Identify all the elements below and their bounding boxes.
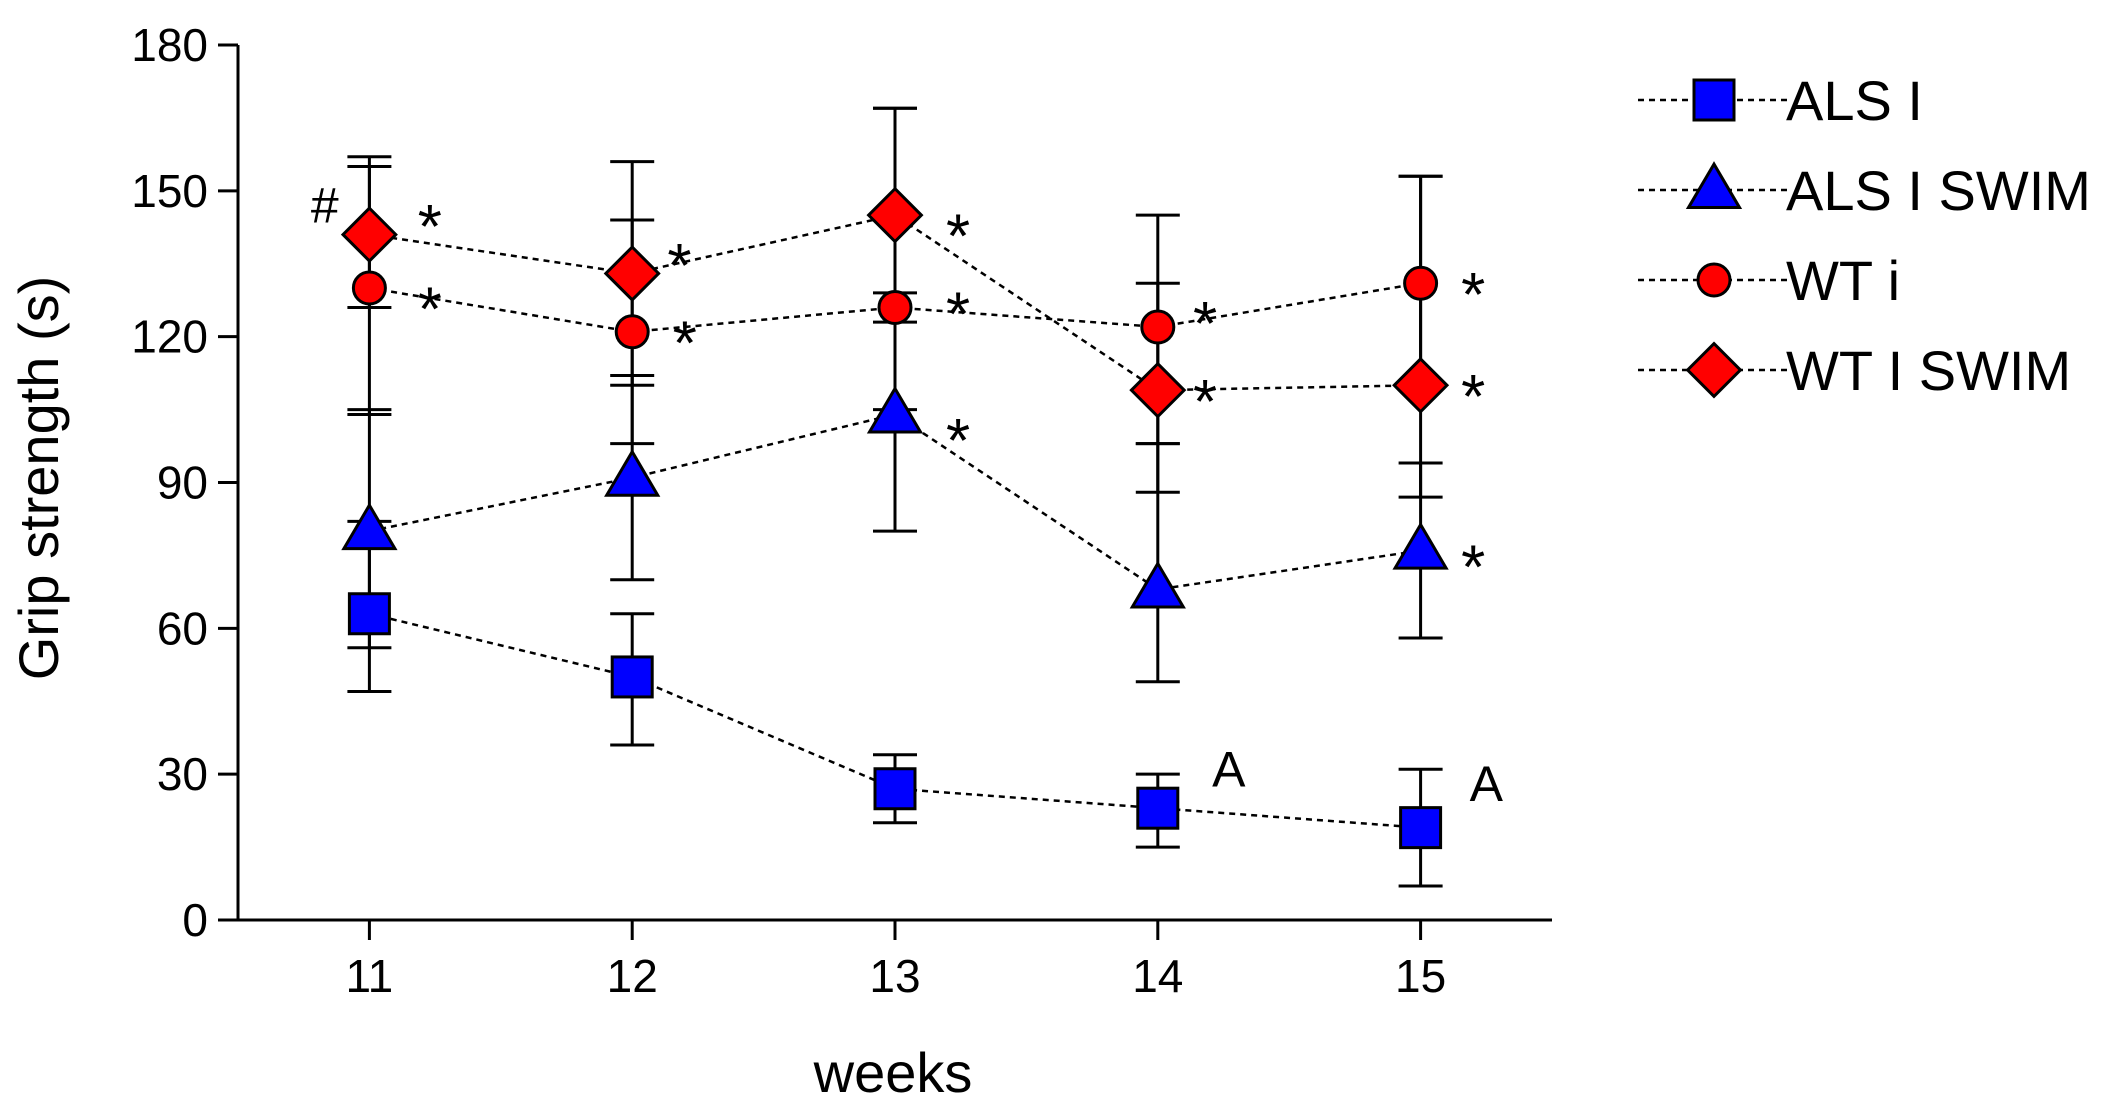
legend-label-wt-i-swim: WT I SWIM [1786, 339, 2071, 402]
annotation-hash: # [311, 177, 339, 233]
annotation-letter: A [1470, 756, 1504, 812]
data-point-als-i [1401, 808, 1441, 848]
data-point-wt-i-swim [1394, 359, 1447, 412]
y-tick-label: 30 [157, 748, 208, 800]
significance-annotations: # * * * * * * * * * * * * A A [311, 177, 1504, 811]
y-tick-label: 180 [131, 19, 208, 71]
y-tick-label: 150 [131, 165, 208, 217]
data-point-wt-i [1142, 311, 1174, 343]
x-tick-label: 13 [869, 950, 920, 1002]
x-tick-label: 15 [1395, 950, 1446, 1002]
legend: ALS I ALS I SWIM WT i WT I SWIM [1638, 69, 2091, 402]
data-point-wt-i-swim [606, 247, 659, 300]
annotation-star: * [946, 407, 970, 476]
data-point-wt-i-swim [1131, 364, 1184, 417]
data-point-wt-i [879, 292, 911, 324]
annotation-star: * [946, 281, 970, 350]
annotation-star: * [1461, 363, 1485, 432]
legend-marker-wt-i-swim [1688, 344, 1741, 397]
axes: 0 30 60 90 120 150 180 11 12 13 14 15 [131, 19, 1552, 1002]
data-point-wt-i-swim [343, 208, 396, 261]
legend-label-als-i: ALS I [1786, 69, 1923, 132]
annotation-star: * [673, 310, 697, 379]
data-point-wt-i [616, 316, 648, 348]
x-tick-label: 11 [346, 950, 394, 1002]
annotation-letter: A [1212, 741, 1246, 797]
data-point-als-i-swim [344, 505, 395, 548]
data-point-wt-i-swim [869, 189, 922, 242]
chart-container: 0 30 60 90 120 150 180 11 12 13 14 15 # * * * * * * * * * * * *… [0, 0, 2118, 1120]
annotation-star: * [1461, 533, 1485, 602]
annotation-star: * [1193, 290, 1217, 359]
y-axis-title: Grip strength (s) [7, 276, 70, 681]
legend-marker-als-i-swim [1688, 164, 1739, 207]
annotation-star: * [418, 276, 442, 345]
data-point-wt-i [1405, 267, 1437, 299]
y-tick-label: 0 [182, 894, 208, 946]
legend-marker-wt-i [1698, 264, 1730, 296]
annotation-star: * [1193, 368, 1217, 437]
data-point-als-i [875, 769, 915, 809]
annotation-star: * [418, 193, 442, 262]
data-point-als-i [612, 657, 652, 697]
y-tick-label: 120 [131, 311, 208, 363]
data-point-als-i [349, 594, 389, 634]
data-point-wt-i [353, 272, 385, 304]
data-point-als-i-swim [1395, 525, 1446, 568]
annotation-star: * [667, 232, 691, 301]
annotation-star: * [1461, 261, 1485, 330]
legend-label-als-i-swim: ALS I SWIM [1786, 159, 2091, 222]
x-axis-title: weeks [813, 1041, 973, 1104]
x-tick-label: 14 [1132, 950, 1183, 1002]
y-tick-label: 60 [157, 602, 208, 654]
line-chart: 0 30 60 90 120 150 180 11 12 13 14 15 # * * * * * * * * * * * *… [0, 0, 2118, 1120]
legend-marker-als-i [1694, 80, 1734, 120]
y-tick-label: 90 [157, 457, 208, 509]
annotation-star: * [946, 203, 970, 272]
x-tick-label: 12 [607, 950, 658, 1002]
legend-label-wt-i: WT i [1786, 249, 1900, 312]
data-point-als-i-swim [1132, 564, 1183, 607]
data-point-als-i [1138, 788, 1178, 828]
